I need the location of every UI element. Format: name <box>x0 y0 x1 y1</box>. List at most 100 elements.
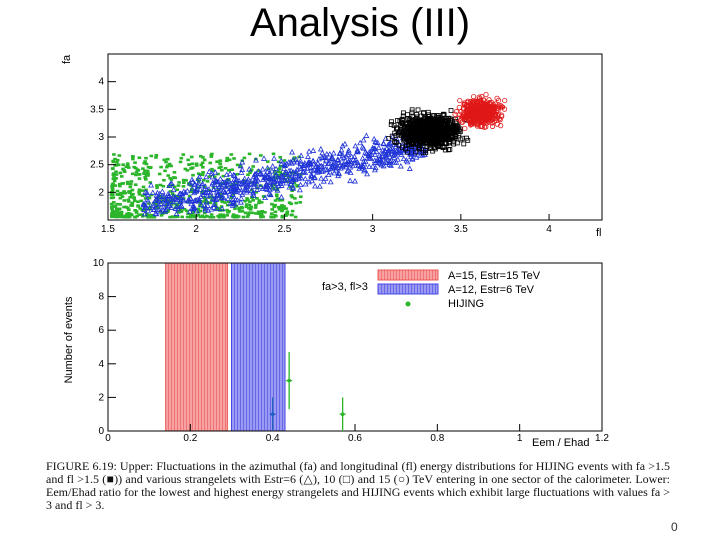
scatter-point <box>298 152 305 158</box>
scatter-point <box>320 178 327 184</box>
scatter-point <box>261 215 265 219</box>
scatter-point <box>187 180 193 186</box>
scatter-point <box>202 189 209 196</box>
scatter-point <box>335 169 342 176</box>
scatter-point <box>182 207 187 211</box>
scatter-point <box>118 203 122 206</box>
scatter-point <box>131 192 135 196</box>
legend-swatch <box>377 269 439 281</box>
scatter-point <box>165 190 172 197</box>
scatter-point <box>315 168 322 174</box>
upper-scatter-points <box>109 92 508 219</box>
scatter-point <box>376 156 383 162</box>
scatter-point <box>114 170 118 174</box>
scatter-point <box>420 122 426 128</box>
scatter-point <box>173 203 180 209</box>
x-tick-label: 0 <box>105 433 111 444</box>
scatter-point <box>194 186 201 192</box>
scatter-point <box>354 147 361 153</box>
scatter-point <box>205 180 210 183</box>
hijing-point <box>339 397 346 431</box>
scatter-point <box>272 205 276 209</box>
scatter-point <box>255 197 259 200</box>
scatter-point <box>200 161 205 165</box>
scatter-point <box>448 127 453 133</box>
scatter-point <box>203 198 210 204</box>
scatter-point <box>405 133 411 139</box>
scatter-point <box>312 182 319 189</box>
scatter-point <box>266 167 271 171</box>
scatter-point <box>254 157 258 161</box>
scatter-point <box>208 161 213 165</box>
scatter-point <box>272 172 279 178</box>
scatter-point <box>266 179 273 185</box>
scatter-point <box>112 204 117 208</box>
scatter-point <box>333 165 340 171</box>
scatter-point <box>451 123 457 129</box>
scatter-point <box>441 111 446 117</box>
scatter-point <box>345 158 352 164</box>
scatter-point <box>276 160 281 164</box>
scatter-point <box>454 115 460 121</box>
scatter-point <box>133 215 138 219</box>
scatter-point <box>219 194 226 200</box>
scatter-point <box>310 147 317 153</box>
scatter-point <box>143 176 147 179</box>
scatter-point <box>118 171 123 175</box>
scatter-point <box>126 213 130 217</box>
scatter-point <box>146 165 151 169</box>
scatter-point <box>375 144 382 151</box>
scatter-point <box>238 169 245 175</box>
scatter-point <box>118 184 122 188</box>
scatter-point <box>206 168 213 174</box>
scatter-point <box>284 176 291 183</box>
scatter-point <box>168 176 172 180</box>
legend-label: A=15, Estr=15 TeV <box>448 270 541 282</box>
scatter-point <box>111 196 116 199</box>
scatter-point <box>202 215 207 219</box>
scatter-point <box>319 163 326 170</box>
scatter-point <box>340 161 347 168</box>
scatter-point <box>316 183 323 189</box>
scatter-point <box>492 112 498 118</box>
scatter-point <box>259 211 264 215</box>
scatter-point <box>142 161 147 165</box>
scatter-point <box>119 212 124 216</box>
scatter-point <box>210 186 217 193</box>
scatter-point <box>217 175 224 182</box>
scatter-point <box>257 183 264 190</box>
scatter-point <box>160 204 167 210</box>
scatter-point <box>415 107 421 113</box>
scatter-point <box>254 180 261 187</box>
x-tick-label: 2.5 <box>277 224 291 235</box>
scatter-point <box>216 188 221 191</box>
scatter-point <box>178 201 182 204</box>
scatter-point <box>266 190 273 197</box>
scatter-point <box>223 201 227 204</box>
scatter-point <box>203 173 210 180</box>
scatter-point <box>326 159 333 166</box>
scatter-point <box>186 158 190 162</box>
scatter-point <box>352 157 359 163</box>
scatter-point <box>128 196 132 199</box>
scatter-point <box>110 213 115 217</box>
x-tick-label: 3.5 <box>454 224 468 235</box>
scatter-point <box>190 214 194 218</box>
scatter-point <box>132 199 137 203</box>
scatter-point <box>145 197 152 204</box>
scatter-point <box>253 157 259 163</box>
scatter-point <box>423 139 428 145</box>
scatter-point <box>282 162 289 168</box>
scatter-point <box>349 162 356 169</box>
scatter-point <box>465 107 471 113</box>
scatter-point <box>316 155 322 162</box>
scatter-point <box>234 197 241 203</box>
scatter-point <box>143 178 148 181</box>
scatter-point <box>405 149 411 155</box>
scatter-point <box>143 160 147 163</box>
point-marker <box>270 412 275 417</box>
scatter-point <box>127 200 131 203</box>
scatter-point <box>259 166 266 172</box>
scatter-point <box>290 156 297 163</box>
scatter-point <box>169 164 173 168</box>
